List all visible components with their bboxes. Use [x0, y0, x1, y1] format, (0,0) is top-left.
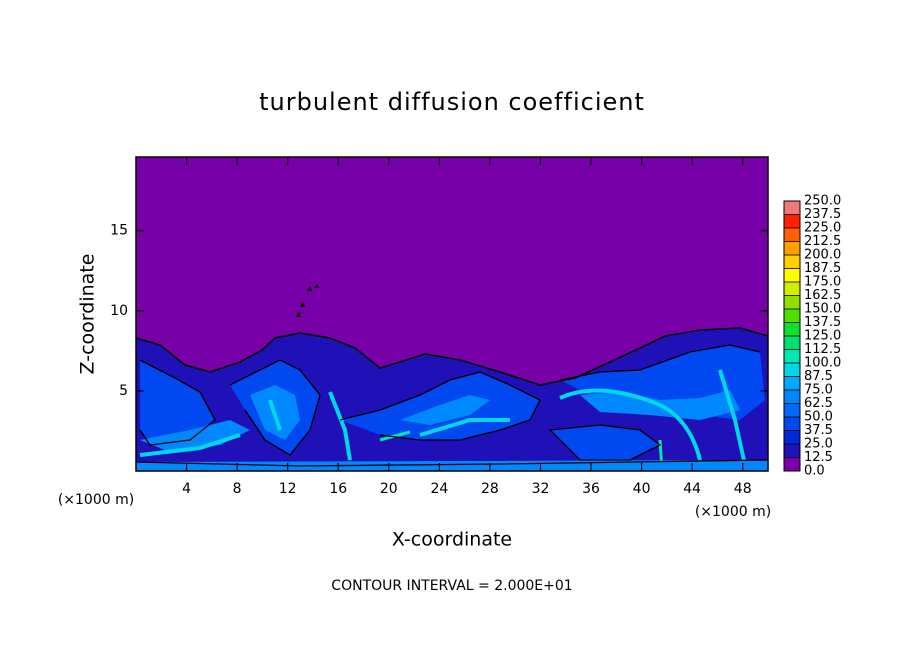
colorbar-band: [784, 417, 800, 431]
colorbar-tick-label: 250.0: [804, 194, 841, 209]
colorbar-band: [784, 336, 800, 350]
y-tick-label: 15: [110, 223, 128, 239]
x-tick-label: 8: [233, 481, 242, 497]
colorbar-tick-label: 0.0: [804, 464, 825, 479]
x-tick-label: 20: [380, 481, 398, 497]
colorbar-tick-label: 187.5: [804, 261, 841, 276]
x-tick-label: 44: [683, 481, 701, 497]
colorbar-tick-label: 162.5: [804, 288, 841, 303]
x-tick-label: 16: [329, 481, 347, 497]
colorbar-tick-label: 237.5: [804, 207, 841, 222]
colorbar-band: [784, 214, 800, 228]
x-tick-label: 12: [279, 481, 297, 497]
colorbar-band: [784, 457, 800, 471]
colorbar-tick-label: 225.0: [804, 221, 841, 236]
colorbar-band: [784, 255, 800, 269]
x-tick-label: 28: [481, 481, 499, 497]
colorbar-band: [784, 268, 800, 282]
colorbar-tick-label: 62.5: [804, 396, 833, 411]
colorbar-tick-label: 150.0: [804, 302, 841, 317]
colorbar-tick-label: 200.0: [804, 248, 841, 263]
x-unit-label: (×1000 m): [58, 492, 134, 508]
x-axis-label: X-coordinate: [392, 529, 512, 551]
y-tick-label: 5: [119, 383, 128, 399]
colorbar-band: [784, 390, 800, 404]
colorbar-band: [784, 403, 800, 417]
chart-title: turbulent diffusion coefficient: [259, 88, 645, 116]
x-unit-label: (×1000 m): [695, 504, 771, 520]
plot-frame: [135, 156, 769, 472]
contour-field: [136, 157, 768, 471]
x-tick-label: 32: [532, 481, 550, 497]
colorbar-band: [784, 376, 800, 390]
y-tick-label: 10: [110, 303, 128, 319]
colorbar-band: [784, 363, 800, 377]
x-tick-label: 48: [734, 481, 752, 497]
colorbar-band: [784, 295, 800, 309]
contour-interval-note: CONTOUR INTERVAL = 2.000E+01: [331, 578, 572, 594]
colorbar-band: [784, 309, 800, 323]
x-tick-label: 36: [582, 481, 600, 497]
colorbar-tick-label: 12.5: [804, 450, 833, 465]
colorbar-band: [784, 349, 800, 363]
colorbar-tick-label: 50.0: [804, 410, 833, 425]
colorbar-tick-label: 37.5: [804, 423, 833, 438]
x-tick-label: 40: [633, 481, 651, 497]
x-tick-label: 24: [430, 481, 448, 497]
colorbar-band: [784, 282, 800, 296]
colorbar-band: [784, 228, 800, 242]
colorbar-tick-label: 87.5: [804, 369, 833, 384]
colorbar-band: [784, 444, 800, 458]
colorbar-tick-label: 75.0: [804, 383, 833, 398]
colorbar-band: [784, 322, 800, 336]
colorbar-tick-label: 175.0: [804, 275, 841, 290]
colorbar-tick-label: 25.0: [804, 437, 833, 452]
colorbar-tick-label: 112.5: [804, 342, 841, 357]
colorbar-band: [784, 241, 800, 255]
colorbar-tick-label: 212.5: [804, 234, 841, 249]
colorbar-band: [784, 201, 800, 215]
colorbar-band: [784, 430, 800, 444]
x-tick-label: 4: [182, 481, 191, 497]
y-axis-label: Z-coordinate: [77, 254, 99, 375]
colorbar-tick-label: 125.0: [804, 329, 841, 344]
colorbar-tick-label: 100.0: [804, 356, 841, 371]
colorbar-tick-label: 137.5: [804, 315, 841, 330]
